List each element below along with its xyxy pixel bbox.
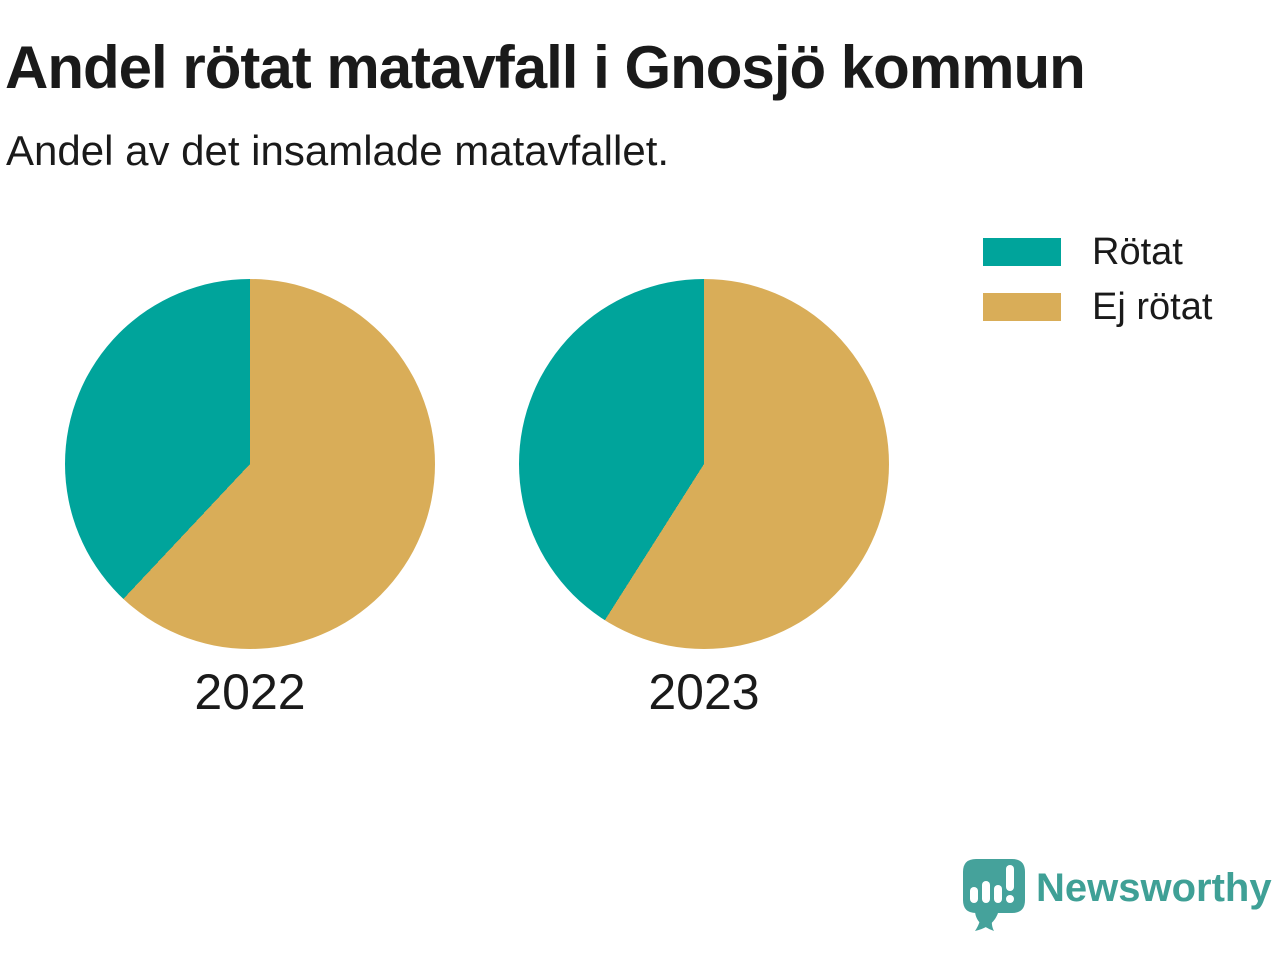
legend-label-ej-rotat: Ej rötat: [1092, 286, 1213, 328]
legend-swatch-rotat: [983, 238, 1061, 266]
newsworthy-logo-text: Newsworthy: [1036, 866, 1272, 910]
legend-item-rotat: Rötat: [983, 231, 1212, 273]
chart-title: Andel rötat matavfall i Gnosjö kommun: [5, 34, 1086, 101]
legend: Rötat Ej rötat: [983, 231, 1213, 348]
legend-item-ej-rotat: Ej rötat: [983, 286, 1213, 328]
chart-subtitle: Andel av det insamlade matavfallet.: [6, 127, 670, 174]
legend-swatch-ej-rotat: [983, 293, 1061, 321]
pie-chart-2022: [65, 279, 435, 649]
legend-label-rotat: Rötat: [1092, 231, 1183, 273]
pie-chart-2023: [519, 279, 889, 649]
newsworthy-logo-icon: [963, 859, 1025, 931]
pie-year-label-2022: 2022: [194, 664, 306, 720]
pie-year-label-2023: 2023: [648, 664, 760, 720]
